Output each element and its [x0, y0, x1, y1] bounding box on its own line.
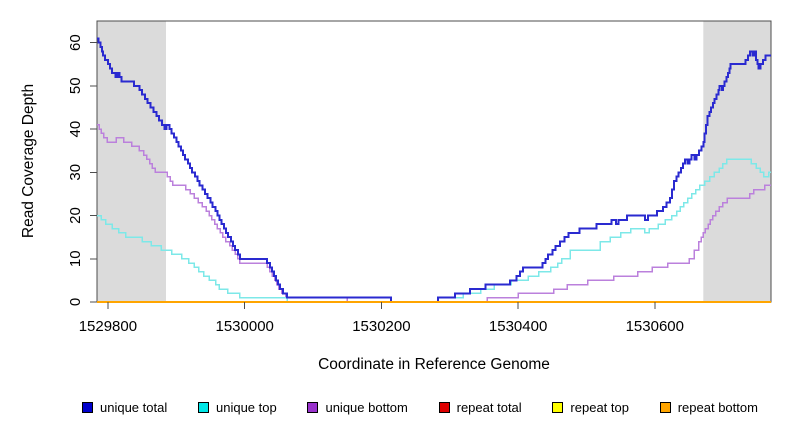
- x-tick-label: 1530000: [215, 318, 273, 335]
- legend-item-unique-top: unique top: [197, 399, 277, 415]
- chart-legend: unique total unique top unique bottom repea…: [82, 398, 758, 416]
- legend-item-unique-total: unique total: [82, 401, 167, 414]
- y-tick-label: 0: [67, 298, 84, 306]
- coverage-chart: 1529800 1530000 1530200 1530400 1530600 0 10 20…: [20, 20, 772, 373]
- y-tick-label: 40: [67, 121, 84, 138]
- series-line-unique-total: [97, 37, 771, 303]
- legend-swatch-repeat-total: [438, 401, 450, 413]
- x-tick-label: 1530400: [489, 318, 547, 335]
- legend-swatch-unique-bottom: [307, 401, 319, 413]
- x-tick-label: 1530600: [626, 318, 684, 335]
- y-axis-title: Read Coverage Depth: [20, 84, 37, 238]
- x-axis-title: Coordinate in Reference Genome: [318, 356, 550, 373]
- shaded-region-0: [97, 21, 166, 302]
- plot-area: 1529800 1530000 1530200 1530400 1530600 0 10 20…: [67, 20, 772, 335]
- legend-label: repeat top: [570, 399, 629, 415]
- legend-item-unique-bottom: unique bottom: [307, 399, 408, 415]
- y-tick-label: 10: [67, 250, 84, 267]
- shaded-region-1: [703, 21, 771, 302]
- legend-label: unique total: [100, 399, 168, 415]
- x-tick-label: 1529800: [79, 318, 137, 335]
- legend-label: repeat total: [456, 399, 522, 415]
- y-tick-label: 30: [67, 164, 84, 181]
- legend-swatch-repeat-bottom: [659, 401, 671, 413]
- legend-label: unique top: [215, 399, 277, 415]
- legend-item-repeat-top: repeat top: [552, 401, 629, 414]
- legend-swatch-repeat-top: [552, 401, 564, 413]
- plot-box: [96, 20, 772, 303]
- series-line-unique-bottom: [97, 124, 771, 303]
- legend-label: unique bottom: [325, 399, 408, 415]
- y-tick-label: 60: [67, 34, 84, 51]
- legend-item-repeat-total: repeat total: [438, 399, 522, 415]
- y-tick-label: 20: [67, 207, 84, 224]
- legend-item-repeat-bottom: repeat bottom: [659, 399, 758, 415]
- legend-swatch-unique-top: [197, 401, 209, 413]
- y-tick-label: 50: [67, 77, 84, 94]
- legend-label: repeat bottom: [677, 399, 758, 415]
- x-tick-label: 1530200: [352, 318, 410, 335]
- series-line-unique-top: [97, 158, 771, 303]
- legend-swatch-unique-total: [82, 401, 93, 413]
